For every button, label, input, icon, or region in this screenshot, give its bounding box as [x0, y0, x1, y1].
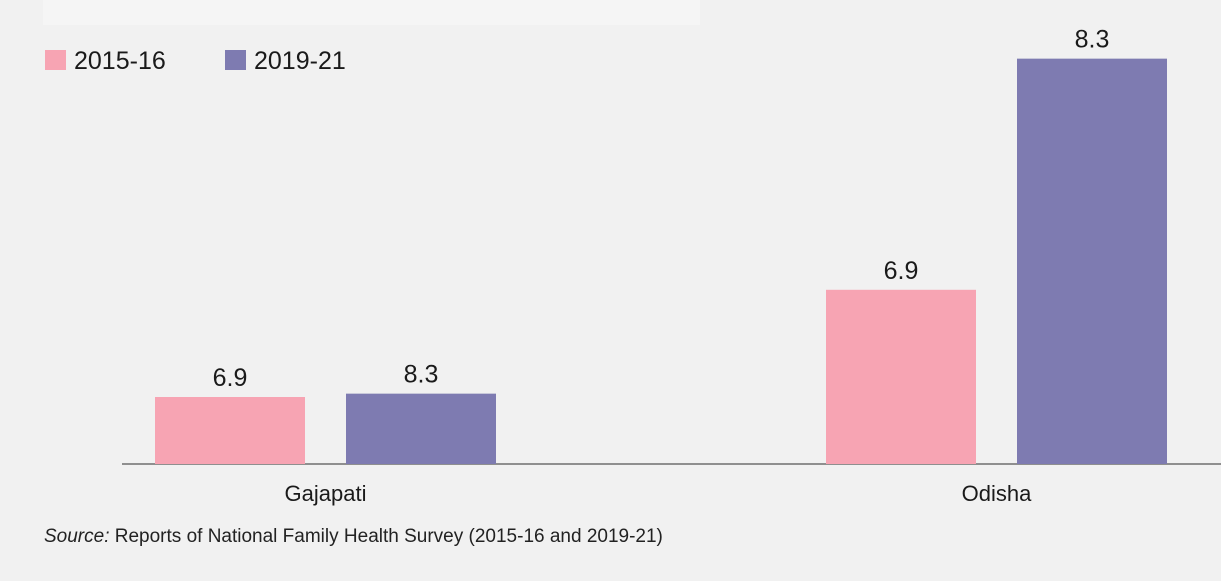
bar-odisha-2015-16 — [826, 289, 976, 464]
legend-label-2019-21: 2019-21 — [254, 47, 346, 75]
bar-odisha-2019-21 — [1017, 58, 1167, 465]
top-strip — [43, 0, 700, 25]
legend-swatch-2015-16 — [45, 50, 66, 70]
bar-gajapati-2019-21 — [346, 393, 496, 464]
bar-gajapati-2015-16 — [155, 397, 305, 464]
value-label-gajapati-2015-16: 6.9 — [213, 364, 248, 392]
source-text: Reports of National Family Health Survey… — [109, 526, 663, 547]
category-label-odisha: Odisha — [962, 481, 1032, 506]
legend-label-2015-16: 2015-16 — [74, 47, 166, 75]
value-label-odisha-2019-21: 8.3 — [1075, 26, 1110, 54]
source-prefix: Source: — [44, 526, 110, 547]
category-label-gajapati: Gajapati — [285, 481, 367, 506]
legend-swatch-2019-21 — [225, 50, 246, 70]
value-label-odisha-2015-16: 6.9 — [884, 257, 919, 285]
source-note: Source: Reports of National Family Healt… — [44, 526, 663, 548]
value-label-gajapati-2019-21: 8.3 — [404, 361, 439, 389]
